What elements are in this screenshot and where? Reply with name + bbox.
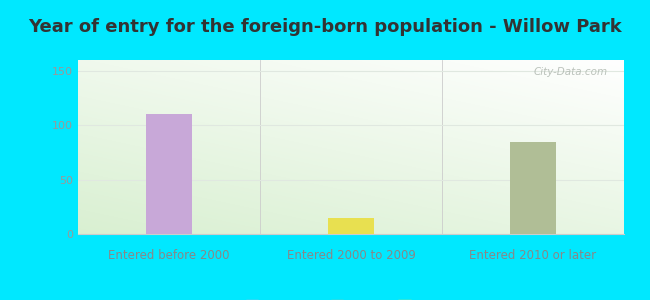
Text: Year of entry for the foreign-born population - Willow Park: Year of entry for the foreign-born popul… <box>28 18 622 36</box>
Text: Entered before 2000: Entered before 2000 <box>109 249 229 262</box>
Text: Entered 2010 or later: Entered 2010 or later <box>469 249 597 262</box>
Legend: Europe, Asia, Other: Europe, Asia, Other <box>240 295 462 300</box>
Bar <box>328 218 374 234</box>
Text: Entered 2000 to 2009: Entered 2000 to 2009 <box>287 249 415 262</box>
Bar <box>146 114 192 234</box>
Text: City-Data.com: City-Data.com <box>534 67 608 77</box>
Bar <box>510 142 556 234</box>
